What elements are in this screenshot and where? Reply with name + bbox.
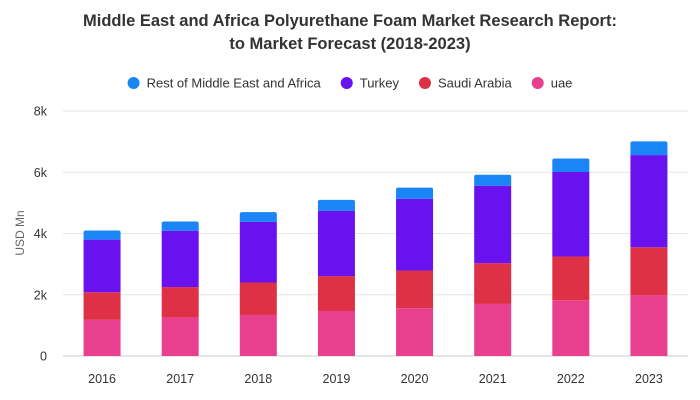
bar-stack-2017 bbox=[161, 221, 199, 356]
legend-label: uae bbox=[551, 76, 573, 91]
grid bbox=[63, 110, 688, 357]
legend-item[interactable]: Rest of Middle East and Africa bbox=[127, 76, 322, 91]
bar-segment bbox=[161, 287, 199, 318]
bar-segment bbox=[552, 171, 590, 257]
bar-segment bbox=[552, 256, 590, 301]
bars bbox=[83, 141, 668, 356]
x-tick-label: 2022 bbox=[557, 372, 585, 386]
x-tick-label: 2021 bbox=[479, 372, 507, 386]
legend-label: Turkey bbox=[360, 76, 400, 91]
x-tick-label: 2019 bbox=[323, 372, 351, 386]
legend-marker bbox=[531, 77, 544, 89]
y-axis-label: USD Mn bbox=[13, 210, 27, 255]
x-tick-label: 2020 bbox=[401, 372, 429, 386]
legend-item[interactable]: uae bbox=[531, 76, 573, 91]
y-tick-label: 4k bbox=[34, 227, 48, 241]
x-tick-label: 2016 bbox=[88, 372, 116, 386]
bar-segment bbox=[474, 174, 512, 186]
legend-marker bbox=[340, 77, 353, 89]
bar-stack-2020 bbox=[396, 187, 434, 356]
bar-segment bbox=[161, 317, 199, 356]
bar-segment bbox=[630, 247, 668, 296]
bar-segment bbox=[239, 282, 277, 315]
bar-segment bbox=[317, 210, 355, 277]
bar-segment bbox=[317, 276, 355, 311]
bar-segment bbox=[239, 314, 277, 356]
bar-stack-2019 bbox=[317, 199, 355, 356]
x-tick-label: 2017 bbox=[166, 372, 194, 386]
bar-segment bbox=[396, 198, 434, 271]
bar-segment bbox=[630, 141, 668, 156]
bar-segment bbox=[552, 300, 590, 356]
x-tick-label: 2023 bbox=[635, 372, 663, 386]
bar-segment bbox=[474, 303, 512, 356]
legend-label: Rest of Middle East and Africa bbox=[147, 76, 322, 91]
legend: Rest of Middle East and Africa Turkey Saud… bbox=[127, 76, 573, 91]
bar-segment bbox=[239, 212, 277, 222]
bar-segment bbox=[630, 295, 668, 356]
bar-segment bbox=[552, 158, 590, 172]
bar-stack-2022 bbox=[552, 158, 590, 356]
x-axis: 2016 2017 2018 2019 2020 2021 2022 2023 bbox=[88, 372, 663, 386]
bar-segment bbox=[161, 221, 199, 231]
bar-segment bbox=[239, 221, 277, 283]
x-tick-label: 2018 bbox=[244, 372, 272, 386]
legend-label: Saudi Arabia bbox=[438, 76, 512, 91]
bar-stack-2021 bbox=[474, 174, 512, 356]
bar-segment bbox=[83, 319, 121, 356]
bar-segment bbox=[161, 230, 199, 288]
y-tick-label: 0 bbox=[40, 350, 47, 364]
y-tick-label: 2k bbox=[34, 288, 48, 302]
y-tick-label: 6k bbox=[34, 166, 48, 180]
bar-segment bbox=[474, 185, 512, 264]
y-tick-label: 8k bbox=[34, 105, 48, 119]
chart-subtitle: to Market Forecast (2018-2023) bbox=[229, 35, 470, 53]
bar-segment bbox=[317, 199, 355, 211]
bar-segment bbox=[317, 310, 355, 356]
bar-segment bbox=[83, 292, 121, 320]
bar-segment bbox=[396, 308, 434, 356]
legend-marker bbox=[127, 77, 140, 89]
bar-segment bbox=[630, 155, 668, 248]
chart-title: Middle East and Africa Polyurethane Foam… bbox=[83, 12, 617, 30]
bar-stack-2023 bbox=[630, 141, 668, 356]
bar-segment bbox=[396, 187, 434, 199]
bar-stack-2016 bbox=[83, 230, 121, 356]
bar-segment bbox=[474, 263, 512, 304]
legend-item[interactable]: Saudi Arabia bbox=[418, 76, 512, 91]
bar-stack-2018 bbox=[239, 212, 277, 356]
legend-marker bbox=[418, 77, 431, 89]
bar-segment bbox=[396, 270, 434, 309]
y-axis: 0 2k 4k 6k 8k bbox=[34, 105, 48, 364]
legend-item[interactable]: Turkey bbox=[340, 76, 400, 91]
bar-segment bbox=[83, 239, 121, 293]
bar-segment bbox=[83, 230, 121, 240]
